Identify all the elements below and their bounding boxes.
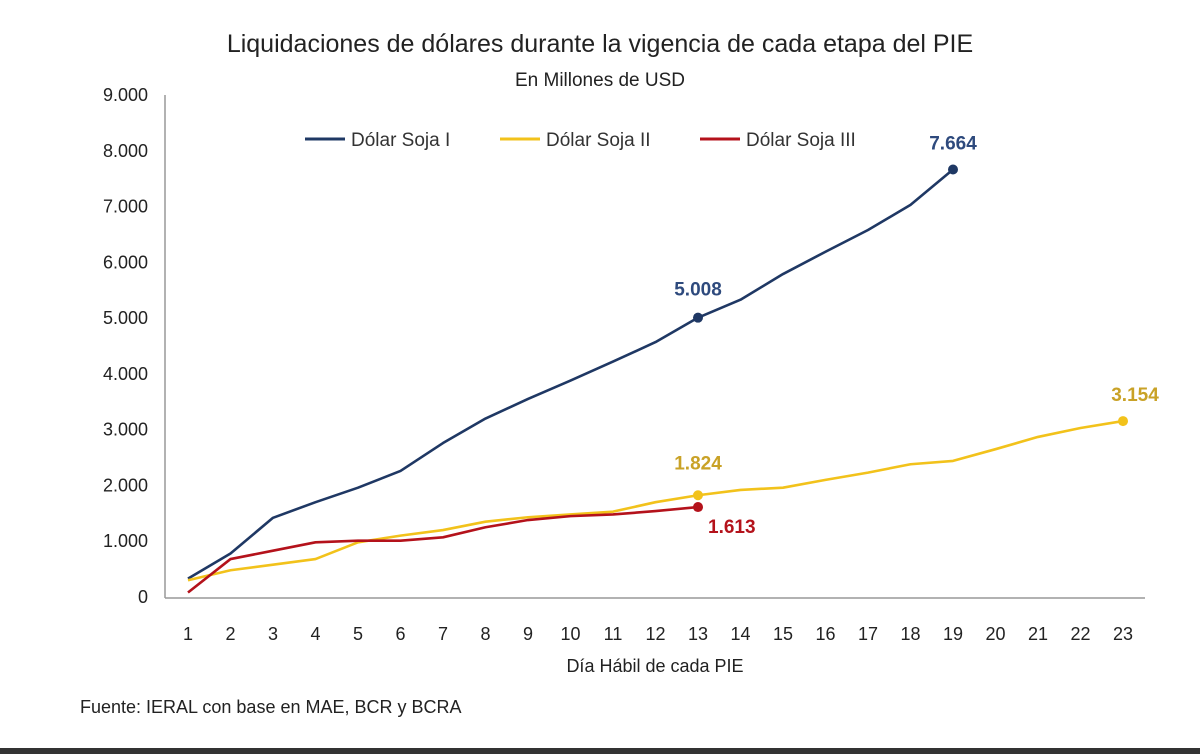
y-tick-label: 3.000 (103, 420, 148, 440)
x-tick-label: 10 (560, 624, 580, 644)
y-tick-label: 9.000 (103, 85, 148, 105)
x-tick-label: 21 (1028, 624, 1048, 644)
bottom-border (0, 748, 1200, 754)
x-tick-label: 6 (395, 624, 405, 644)
y-tick-label: 4.000 (103, 364, 148, 384)
x-tick-label: 14 (730, 624, 750, 644)
y-tick-label: 5.000 (103, 308, 148, 328)
x-tick-label: 19 (943, 624, 963, 644)
y-tick-label: 0 (138, 587, 148, 607)
x-tick-label: 2 (225, 624, 235, 644)
legend-label: Dólar Soja II (546, 130, 651, 151)
data-label: 3.154 (1111, 385, 1159, 406)
x-tick-label: 3 (268, 624, 278, 644)
data-label: 1.613 (708, 517, 756, 538)
highlight-marker (693, 312, 703, 323)
x-tick-label: 18 (900, 624, 920, 644)
highlight-marker (1118, 416, 1128, 427)
y-tick-label: 1.000 (103, 531, 148, 551)
series-line (187, 505, 699, 594)
x-tick-label: 23 (1113, 624, 1133, 644)
source-note: Fuente: IERAL con base en MAE, BCR y BCR… (80, 697, 462, 717)
series-line (187, 419, 1124, 582)
y-tick-label: 6.000 (103, 252, 148, 272)
data-label: 5.008 (674, 280, 722, 301)
x-axis-label: Día Hábil de cada PIE (566, 656, 743, 676)
chart-subtitle: En Millones de USD (514, 70, 686, 91)
x-tick-label: 7 (438, 624, 448, 644)
x-tick-label: 12 (645, 624, 665, 644)
x-tick-label: 17 (858, 624, 878, 644)
x-tick-label: 9 (523, 624, 533, 644)
highlight-marker (948, 164, 958, 175)
legend-label: Dólar Soja I (351, 130, 450, 151)
x-tick-label: 1 (183, 624, 193, 644)
x-tick-label: 5 (353, 624, 363, 644)
x-tick-label: 22 (1070, 624, 1090, 644)
y-tick-label: 2.000 (103, 475, 148, 495)
legend-label: Dólar Soja III (746, 130, 856, 151)
data-label: 7.664 (929, 134, 977, 155)
y-tick-label: 8.000 (103, 141, 148, 161)
y-tick-label: 7.000 (103, 197, 148, 217)
x-tick-label: 13 (688, 624, 708, 644)
x-tick-label: 20 (985, 624, 1005, 644)
x-tick-label: 4 (310, 624, 320, 644)
x-tick-label: 15 (773, 624, 793, 644)
x-tick-label: 16 (815, 624, 835, 644)
x-tick-label: 11 (604, 624, 623, 644)
chart-title: Liquidaciones de dólares durante la vige… (226, 30, 974, 58)
highlight-marker (693, 502, 703, 513)
data-label: 1.824 (674, 453, 722, 474)
highlight-marker (693, 490, 703, 501)
x-tick-label: 8 (480, 624, 490, 644)
